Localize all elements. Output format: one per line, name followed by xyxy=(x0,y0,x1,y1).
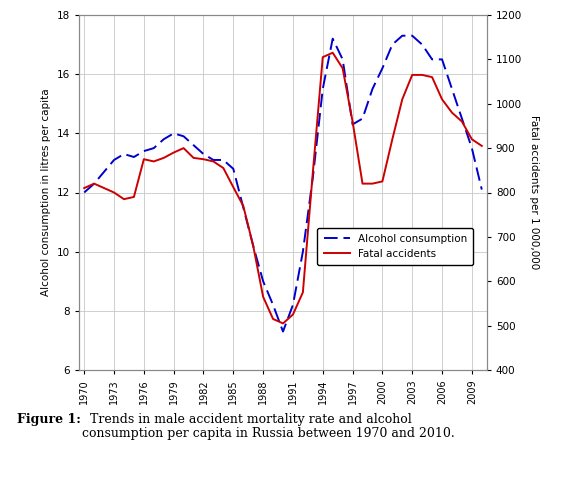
Alcohol consumption xyxy=(409,32,415,38)
Fatal accidents xyxy=(280,320,286,326)
Alcohol consumption xyxy=(389,42,396,48)
Alcohol consumption xyxy=(220,157,227,163)
Fatal accidents xyxy=(478,143,485,149)
Alcohol consumption xyxy=(110,157,117,163)
Fatal accidents xyxy=(210,158,217,164)
Alcohol consumption xyxy=(210,157,217,163)
Fatal accidents xyxy=(101,185,108,191)
Fatal accidents xyxy=(131,194,138,200)
Alcohol consumption xyxy=(349,122,356,128)
Alcohol consumption xyxy=(170,130,177,136)
Alcohol consumption xyxy=(290,302,297,308)
Fatal accidents xyxy=(170,150,177,156)
Alcohol consumption xyxy=(269,302,276,308)
Alcohol consumption xyxy=(190,142,197,148)
Alcohol consumption xyxy=(160,136,167,142)
Alcohol consumption xyxy=(428,56,435,62)
Fatal accidents xyxy=(240,203,247,209)
Alcohol consumption xyxy=(151,145,157,151)
Alcohol consumption xyxy=(250,243,256,249)
Alcohol consumption xyxy=(359,116,366,121)
Fatal accidents xyxy=(190,155,197,161)
Alcohol consumption xyxy=(280,328,286,334)
Fatal accidents xyxy=(200,156,207,162)
Fatal accidents xyxy=(290,312,297,318)
Fatal accidents xyxy=(299,290,306,296)
Fatal accidents xyxy=(329,50,336,56)
Alcohol consumption xyxy=(379,66,386,71)
Alcohol consumption xyxy=(101,169,108,175)
Alcohol consumption xyxy=(91,180,97,186)
Fatal accidents xyxy=(180,145,187,151)
Fatal accidents xyxy=(369,180,376,186)
Fatal accidents xyxy=(379,178,386,184)
Fatal accidents xyxy=(260,294,267,300)
Alcohol consumption xyxy=(200,151,207,157)
Line: Alcohol consumption: Alcohol consumption xyxy=(84,36,482,332)
Alcohol consumption xyxy=(131,154,138,160)
Fatal accidents xyxy=(91,180,97,186)
Fatal accidents xyxy=(310,170,316,175)
Alcohol consumption xyxy=(449,86,456,92)
Fatal accidents xyxy=(121,196,127,202)
Text: Figure 1:: Figure 1: xyxy=(17,412,81,426)
Fatal accidents xyxy=(419,72,426,78)
Fatal accidents xyxy=(409,72,415,78)
Fatal accidents xyxy=(449,110,456,116)
Fatal accidents xyxy=(458,118,465,124)
Fatal accidents xyxy=(160,155,167,161)
Fatal accidents xyxy=(230,184,237,190)
Alcohol consumption xyxy=(399,32,406,38)
Fatal accidents xyxy=(399,96,406,102)
Fatal accidents xyxy=(269,316,276,322)
Fatal accidents xyxy=(220,165,227,171)
Line: Fatal accidents: Fatal accidents xyxy=(84,52,482,324)
Alcohol consumption xyxy=(121,151,127,157)
Fatal accidents xyxy=(81,185,88,191)
Alcohol consumption xyxy=(81,190,88,196)
Alcohol consumption xyxy=(260,278,267,284)
Alcohol consumption xyxy=(180,134,187,140)
Fatal accidents xyxy=(250,242,256,248)
Alcohol consumption xyxy=(230,166,237,172)
Alcohol consumption xyxy=(369,86,376,92)
Legend: Alcohol consumption, Fatal accidents: Alcohol consumption, Fatal accidents xyxy=(318,228,473,266)
Alcohol consumption xyxy=(458,116,465,121)
Fatal accidents xyxy=(319,54,326,60)
Text: Trends in male accident mortality rate and alcohol
consumption per capita in Rus: Trends in male accident mortality rate a… xyxy=(82,412,455,440)
Alcohol consumption xyxy=(329,36,336,42)
Alcohol consumption xyxy=(310,174,316,180)
Fatal accidents xyxy=(151,158,157,164)
Fatal accidents xyxy=(359,180,366,186)
Alcohol consumption xyxy=(140,148,147,154)
Alcohol consumption xyxy=(319,86,326,92)
Fatal accidents xyxy=(339,65,346,71)
Fatal accidents xyxy=(469,136,475,142)
Y-axis label: Fatal accidents per 1 000,000: Fatal accidents per 1 000,000 xyxy=(529,116,539,270)
Alcohol consumption xyxy=(299,248,306,254)
Fatal accidents xyxy=(110,190,117,196)
Alcohol consumption xyxy=(339,56,346,62)
Fatal accidents xyxy=(349,118,356,124)
Alcohol consumption xyxy=(439,56,445,62)
Alcohol consumption xyxy=(240,204,247,210)
Y-axis label: Alcohol consumption in litres per capita: Alcohol consumption in litres per capita xyxy=(41,88,52,296)
Alcohol consumption xyxy=(469,145,475,151)
Fatal accidents xyxy=(439,96,445,102)
Alcohol consumption xyxy=(478,186,485,192)
Fatal accidents xyxy=(140,156,147,162)
Fatal accidents xyxy=(428,74,435,80)
Fatal accidents xyxy=(389,136,396,142)
Alcohol consumption xyxy=(419,42,426,48)
